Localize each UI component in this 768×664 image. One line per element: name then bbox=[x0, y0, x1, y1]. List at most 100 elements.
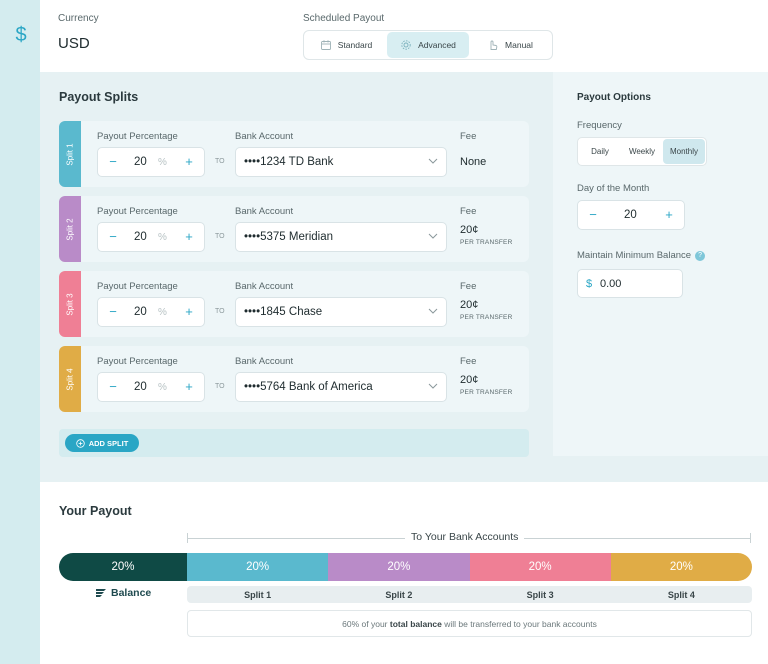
decrement-button[interactable]: − bbox=[109, 229, 117, 244]
scheduled-payout-toggle: Standard Advanced Manual bbox=[303, 30, 553, 60]
currency-symbol: $ bbox=[586, 278, 593, 290]
percentage-value[interactable]: 20 bbox=[134, 231, 147, 243]
bank-account-select[interactable]: ••••1845 Chase bbox=[235, 297, 447, 327]
day-of-month-stepper: − 20 + bbox=[577, 200, 685, 230]
percentage-value[interactable]: 20 bbox=[134, 381, 147, 393]
split-segment-label: Split 4 bbox=[667, 589, 695, 600]
payout-segment-balance: 20% bbox=[59, 553, 187, 581]
frequency-toggle: Daily Weekly Monthly bbox=[577, 137, 707, 166]
currency-label: Currency bbox=[58, 13, 99, 24]
bank-account-label: Bank Account bbox=[235, 131, 294, 142]
bank-account-label: Bank Account bbox=[235, 206, 294, 217]
scheduled-option-advanced[interactable]: Advanced bbox=[387, 32, 469, 58]
percent-symbol: % bbox=[158, 232, 167, 243]
split-tab-label: Split 2 bbox=[65, 217, 75, 241]
hand-pointer-icon bbox=[490, 40, 498, 50]
scheduled-option-manual[interactable]: Manual bbox=[469, 32, 551, 58]
split-segment-label: Split 2 bbox=[385, 589, 413, 600]
bank-account-value: ••••5764 Bank of America bbox=[244, 381, 373, 393]
fee-label: Fee bbox=[460, 281, 477, 292]
percentage-value[interactable]: 20 bbox=[134, 306, 147, 318]
min-balance-label: Maintain Minimum Balance ? bbox=[577, 250, 706, 261]
balance-brand: Balance bbox=[95, 587, 151, 599]
split-tab: Split 1 bbox=[59, 121, 81, 187]
split-tab: Split 4 bbox=[59, 346, 81, 412]
percent-symbol: % bbox=[158, 157, 167, 168]
split-tab-label: Split 3 bbox=[65, 292, 75, 316]
brand-name: Balance bbox=[111, 587, 152, 599]
summary-bold: total balance bbox=[389, 618, 442, 629]
split-segment-label: Split 3 bbox=[526, 589, 554, 600]
fee-subtext: PER TRANSFER bbox=[460, 389, 513, 396]
help-icon[interactable]: ? bbox=[695, 250, 706, 261]
your-payout-title: Your Payout bbox=[59, 504, 132, 518]
decrement-button[interactable]: − bbox=[109, 304, 117, 319]
increment-button[interactable]: + bbox=[185, 154, 193, 169]
split-card: Split 4 Payout Percentage Bank Account F… bbox=[59, 346, 529, 412]
split-tab-label: Split 1 bbox=[65, 142, 75, 166]
payout-splits-title: Payout Splits bbox=[59, 90, 139, 104]
split-card: Split 2 Payout Percentage Bank Account F… bbox=[59, 196, 529, 262]
bank-account-select[interactable]: ••••1234 TD Bank bbox=[235, 147, 447, 177]
percentage-stepper: − 20 % + bbox=[97, 147, 205, 177]
increment-button[interactable]: + bbox=[665, 207, 673, 222]
fee-subtext: PER TRANSFER bbox=[460, 314, 513, 321]
payout-options-panel bbox=[553, 72, 768, 456]
percentage-stepper: − 20 % + bbox=[97, 372, 205, 402]
split-label-row: Split 1 Split 2 Split 3 Split 4 bbox=[187, 586, 752, 603]
payout-percentage-label: Payout Percentage bbox=[97, 206, 178, 217]
min-balance-input[interactable]: $ 0.00 bbox=[577, 269, 683, 298]
increment-button[interactable]: + bbox=[185, 304, 193, 319]
percentage-stepper: − 20 % + bbox=[97, 222, 205, 252]
payout-percentage-label: Payout Percentage bbox=[97, 131, 178, 142]
chevron-down-icon bbox=[428, 233, 438, 239]
frequency-option-monthly[interactable]: Monthly bbox=[663, 139, 705, 164]
scheduled-option-label: Advanced bbox=[418, 40, 456, 50]
scheduled-payout-label: Scheduled Payout bbox=[303, 13, 385, 24]
split-card: Split 3 Payout Percentage Bank Account F… bbox=[59, 271, 529, 337]
decrement-button[interactable]: − bbox=[109, 379, 117, 394]
currency-value[interactable]: USD bbox=[58, 35, 90, 52]
frequency-option-daily[interactable]: Daily bbox=[591, 147, 609, 156]
balance-logo-icon bbox=[96, 589, 106, 597]
chevron-down-icon bbox=[428, 158, 438, 164]
split-card: Split 1 Payout Percentage Bank Account F… bbox=[59, 121, 529, 187]
fee-label: Fee bbox=[460, 131, 477, 142]
payout-percentage-label: Payout Percentage bbox=[97, 356, 178, 367]
add-split-bar: ADD SPLIT bbox=[59, 429, 529, 457]
fee-value: 20¢ bbox=[460, 299, 479, 311]
day-of-month-label: Day of the Month bbox=[577, 183, 650, 194]
fee-value: None bbox=[460, 156, 487, 168]
fee-label: Fee bbox=[460, 206, 477, 217]
decrement-button[interactable]: − bbox=[589, 207, 597, 222]
percent-symbol: % bbox=[158, 382, 167, 393]
payout-summary: 60% of your total balance will be transf… bbox=[187, 610, 752, 637]
add-split-button[interactable]: ADD SPLIT bbox=[65, 434, 139, 452]
day-of-month-value[interactable]: 20 bbox=[624, 209, 637, 221]
bank-account-select[interactable]: ••••5764 Bank of America bbox=[235, 372, 447, 402]
dollar-icon: $ bbox=[15, 24, 27, 46]
percentage-value[interactable]: 20 bbox=[134, 156, 147, 168]
fee-value: 20¢ bbox=[460, 374, 479, 386]
bank-account-select[interactable]: ••••5375 Meridian bbox=[235, 222, 447, 252]
calendar-icon bbox=[320, 40, 331, 50]
min-balance-label-text: Maintain Minimum Balance bbox=[577, 250, 692, 261]
percent-symbol: % bbox=[158, 307, 167, 318]
payout-percentage-label: Payout Percentage bbox=[97, 281, 178, 292]
payout-distribution-bar: 20% 20% 20% 20% 20% bbox=[59, 553, 752, 581]
summary-prefix: 60% of your bbox=[342, 618, 390, 629]
gear-icon bbox=[401, 40, 411, 50]
to-label: TO bbox=[215, 383, 225, 390]
frequency-option-weekly[interactable]: Weekly bbox=[628, 147, 656, 156]
bank-range-label: To Your Bank Accounts bbox=[405, 531, 525, 543]
increment-button[interactable]: + bbox=[185, 379, 193, 394]
chevron-down-icon bbox=[428, 308, 438, 314]
summary-suffix: will be transferred to your bank account… bbox=[441, 618, 597, 629]
decrement-button[interactable]: − bbox=[109, 154, 117, 169]
to-label: TO bbox=[215, 233, 225, 240]
scheduled-option-label: Standard bbox=[337, 40, 373, 50]
increment-button[interactable]: + bbox=[185, 229, 193, 244]
scheduled-option-standard[interactable]: Standard bbox=[305, 32, 387, 58]
chevron-down-icon bbox=[428, 383, 438, 389]
bank-account-value: ••••1234 TD Bank bbox=[244, 156, 334, 168]
